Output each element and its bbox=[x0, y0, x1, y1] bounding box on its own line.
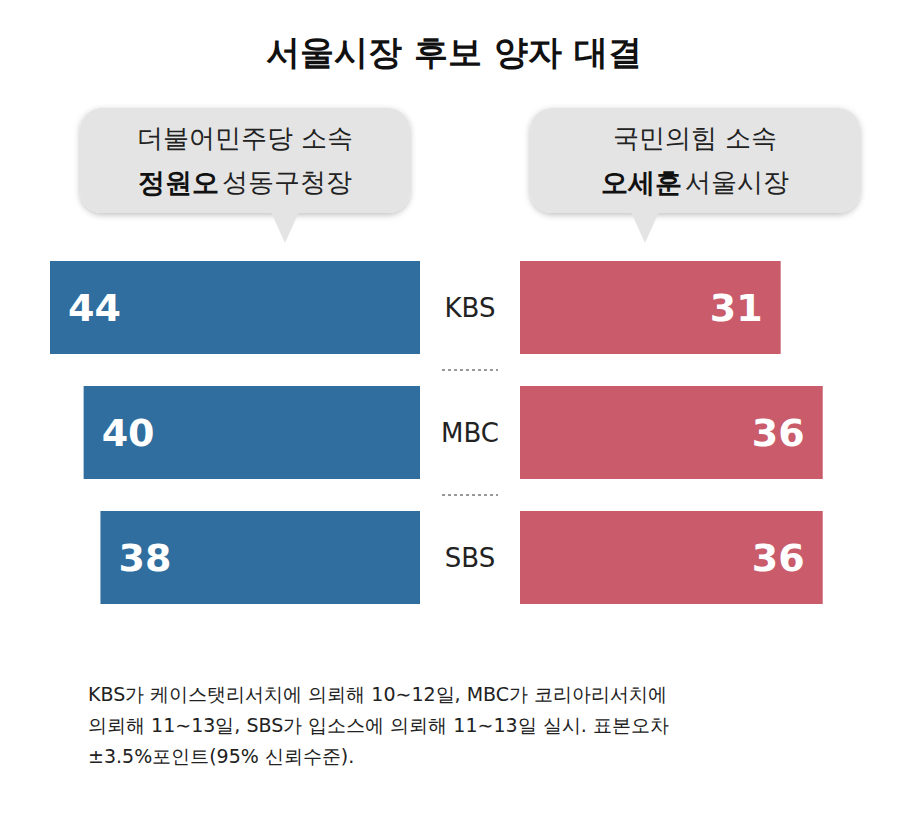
svg-text:정원오: 정원오 bbox=[138, 167, 219, 198]
svg-text:더불어민주당 소속: 더불어민주당 소속 bbox=[137, 123, 353, 153]
svg-text:서울시장: 서울시장 bbox=[685, 167, 789, 197]
svg-text:31: 31 bbox=[710, 286, 763, 330]
svg-text:±3.5%포인트(95% 신뢰수준).: ±3.5%포인트(95% 신뢰수준). bbox=[88, 745, 354, 767]
svg-text:40: 40 bbox=[102, 411, 155, 455]
svg-text:36: 36 bbox=[752, 411, 805, 455]
svg-text:SBS: SBS bbox=[445, 543, 495, 573]
svg-text:KBS가 케이스탯리서치에 의뢰해 10∼12일, MBC가: KBS가 케이스탯리서치에 의뢰해 10∼12일, MBC가 코리아리서치에 bbox=[88, 683, 667, 705]
svg-text:국민의힘 소속: 국민의힘 소속 bbox=[613, 123, 777, 153]
svg-text:의뢰해 11∼13일, SBS가 입소스에 의뢰해 11∼1: 의뢰해 11∼13일, SBS가 입소스에 의뢰해 11∼13일 실시. 표본오… bbox=[88, 714, 669, 736]
svg-text:서울시장 후보 양자 대결: 서울시장 후보 양자 대결 bbox=[266, 32, 642, 72]
svg-text:오세훈: 오세훈 bbox=[601, 167, 682, 198]
svg-text:36: 36 bbox=[752, 536, 805, 580]
svg-text:KBS: KBS bbox=[445, 293, 496, 323]
svg-text:38: 38 bbox=[118, 536, 171, 580]
svg-text:44: 44 bbox=[68, 286, 121, 330]
svg-text:MBC: MBC bbox=[441, 418, 499, 448]
svg-text:성동구청장: 성동구청장 bbox=[222, 167, 352, 197]
